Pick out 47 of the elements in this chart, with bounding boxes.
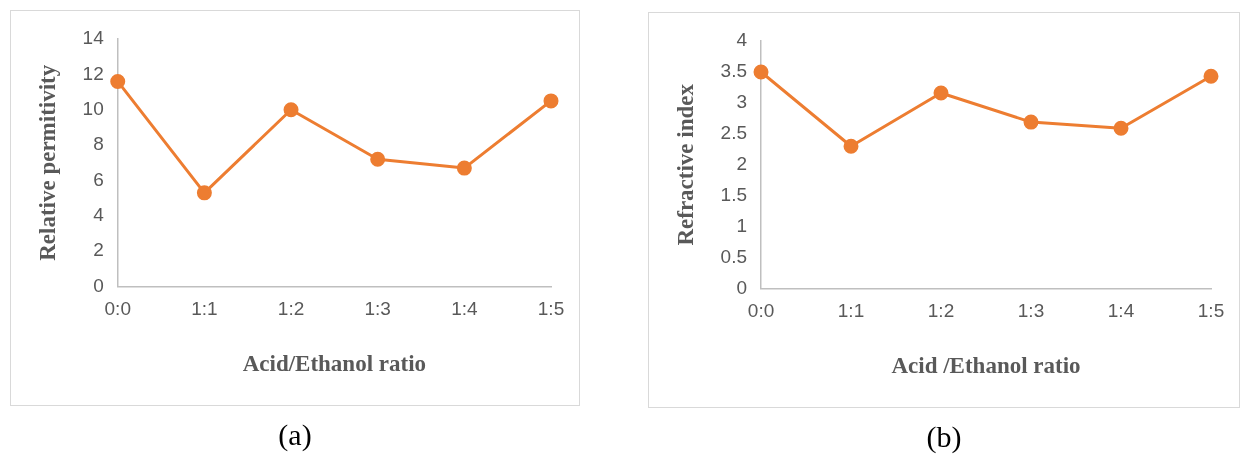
x-tick-label: 1:1 — [837, 300, 865, 322]
y-tick-label: 6 — [93, 168, 104, 190]
x-tick-label: 1:4 — [451, 298, 478, 320]
point — [283, 102, 299, 118]
point — [456, 160, 472, 176]
point — [1113, 120, 1129, 136]
point — [110, 73, 126, 89]
x-tick-label: 1:4 — [1107, 300, 1135, 322]
point — [753, 64, 769, 80]
x-tick-label: 1:5 — [537, 298, 565, 320]
y-tick-label: 0 — [736, 276, 748, 298]
x-tick-label: 0:0 — [104, 298, 131, 320]
y-tick-label: 4 — [93, 204, 105, 226]
point — [1023, 114, 1039, 130]
point — [1203, 68, 1219, 84]
y-tick-label: 8 — [93, 133, 104, 155]
y-tick-label: 1.5 — [720, 183, 748, 205]
y-axis-title: Relative permitivity — [34, 64, 60, 261]
text: (b) — [925, 420, 963, 454]
y-tick-label: 3.5 — [720, 60, 748, 82]
y-axis-title: Refractive index — [672, 83, 698, 246]
y-tick-label: 12 — [82, 62, 104, 84]
text: (a) — [277, 418, 313, 452]
x-tick-label: 1:3 — [364, 298, 391, 320]
y-tick-label: 0 — [93, 274, 104, 296]
y-tick-label: 2 — [736, 153, 748, 175]
y-tick-label: 14 — [82, 27, 105, 49]
y-tick-label: 2 — [93, 239, 104, 261]
x-axis-title: Acid /Ethanol ratio — [891, 353, 1081, 379]
point — [843, 138, 859, 154]
point — [196, 185, 212, 201]
x-axis-title: Acid/Ethanol ratio — [242, 351, 427, 377]
point — [543, 93, 559, 109]
y-tick-label: 10 — [82, 97, 104, 119]
x-tick-label: 1:2 — [277, 298, 305, 320]
x-tick-label: 0:0 — [747, 300, 775, 322]
x-tick-label: 1:1 — [191, 298, 218, 320]
y-tick-label: 1 — [736, 214, 748, 236]
point — [933, 85, 949, 101]
x-tick-label: 1:2 — [927, 300, 955, 322]
point — [370, 151, 386, 167]
y-tick-label: 3 — [736, 91, 748, 113]
x-tick-label: 1:5 — [1197, 300, 1225, 322]
y-tick-label: 2.5 — [720, 122, 748, 144]
x-tick-label: 1:3 — [1017, 300, 1045, 322]
y-tick-label: 4 — [736, 29, 748, 51]
y-tick-label: 0.5 — [720, 245, 748, 267]
